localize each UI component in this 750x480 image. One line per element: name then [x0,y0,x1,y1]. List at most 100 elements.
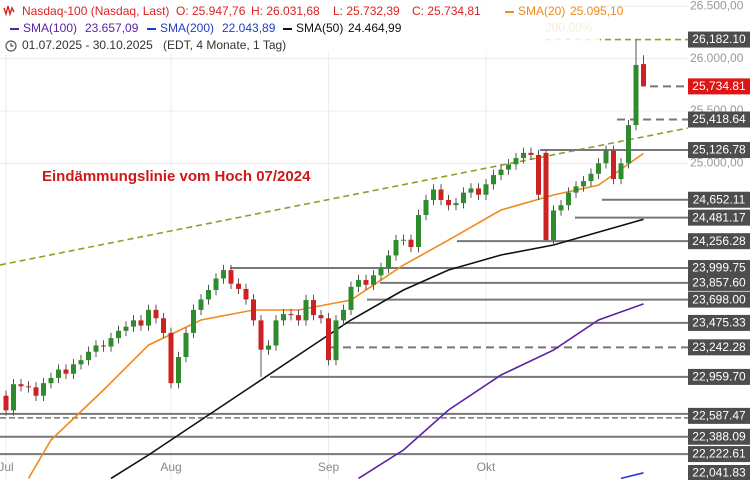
candle-body [168,332,174,384]
candle-body [641,64,646,87]
candle-body [131,320,136,327]
candle-body [86,351,91,361]
candle-body [416,215,421,248]
level-label: 22,222.61 [692,447,746,461]
candle-body [311,300,316,316]
candle-body [116,330,121,339]
candle-body [273,320,279,346]
candle-body [356,280,361,287]
candle-body [581,181,586,187]
candle-body [206,289,211,300]
candle-body [333,320,339,361]
candle-body [78,360,84,365]
level-label: 22,587.47 [692,409,746,423]
candle-body [198,299,204,310]
candle-body [281,314,286,321]
sma-line [110,218,644,480]
level-label: 24,652.11 [693,192,746,206]
clock-hands [10,43,14,47]
candle-body [521,152,526,159]
level-label-box [688,233,750,250]
candle-body [558,205,564,211]
candle-body [618,163,624,180]
x-tick-label: Okt [477,460,496,474]
candle-body [506,164,511,170]
ohlc-high: H: 26.031,68 [251,4,320,18]
candle-body [108,338,114,347]
x-tick-label: Aug [160,460,181,474]
header: Nasdaq-100 (Nasdaq, Last) O: 25.947,76 H… [0,0,624,54]
candles [3,39,646,416]
y-tick-label: 26.000,00 [690,51,744,65]
candle-body [288,314,294,316]
candle-body [483,184,489,195]
candle-body [318,315,324,319]
level-label-box [688,446,750,463]
candle-body [438,189,444,200]
level-label: 25,126.78 [692,143,746,157]
legend-name: SMA(20) [518,4,565,18]
level-label-box [688,407,750,424]
level-label: 22,041.83 [692,466,746,480]
candle-body [56,369,61,378]
level-label-box [688,31,750,48]
sma-line [620,472,644,480]
candle-body [378,268,384,276]
level-label: 24,256.28 [692,234,746,248]
candle-body [138,320,144,326]
level-label-box [688,78,750,95]
candle-body [48,377,54,384]
level-label-box [688,314,750,331]
level-label-box [688,291,750,308]
candle-body [423,199,429,216]
level-label: 23,999.75 [692,261,746,275]
candle-body [536,154,541,195]
level-label: 26,182.10 [692,32,746,46]
candle-body [513,158,519,165]
candle-body [588,173,594,182]
candle-body [3,395,9,411]
level-label: 23,242.28 [692,340,746,354]
level-label-box [688,260,750,277]
candle-body [491,175,496,185]
candle-body [251,299,256,321]
candle-body [528,152,534,155]
level-label-box [688,339,750,356]
candle-body [146,309,151,326]
legend-name: SMA(100) [23,21,77,35]
candle-body [393,240,399,256]
candle-body [611,150,616,180]
candle-body [348,286,354,310]
candle-body [191,309,196,333]
candle-body [603,150,609,164]
candle-body [213,278,219,290]
level-label-box [688,428,750,445]
candle-body [236,283,241,289]
level-label-box [688,209,750,226]
candle-body [633,64,639,126]
ohlc-open: O: 25.947,76 [176,4,246,18]
candle-body [41,383,46,396]
candle-body [566,192,571,206]
candle-body [386,255,391,269]
legend-value: 24.464,99 [348,21,402,35]
candle-body [573,186,579,193]
level-label: 25,734.81 [692,79,746,93]
candle-body [453,203,459,206]
candle-body [326,318,331,361]
level-label-box [688,465,750,480]
legend-value: 23.657,09 [85,21,139,35]
date-range: 01.07.2025 - 30.10.2025 [22,38,153,52]
candle-body [461,192,466,204]
level-label: 23,475.33 [692,316,746,330]
candle-body [296,315,301,321]
legend-value: 25.095,10 [570,4,624,18]
candle-body [33,387,39,396]
y-tick-label: 25.000,00 [690,155,744,169]
candle-body [258,320,264,350]
candle-body [266,345,271,350]
candle-body [431,189,436,200]
candle-body [26,386,31,388]
candle-body [183,332,189,357]
